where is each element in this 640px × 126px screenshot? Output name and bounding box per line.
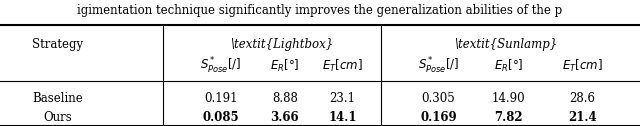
Text: 23.1: 23.1 (330, 92, 355, 105)
Text: $E_R[°]$: $E_R[°]$ (270, 58, 300, 74)
Text: 21.4: 21.4 (568, 111, 596, 124)
Text: Strategy: Strategy (32, 38, 83, 51)
Text: 0.191: 0.191 (204, 92, 237, 105)
Text: $E_T[cm]$: $E_T[cm]$ (562, 58, 603, 74)
Text: \textit{Sunlamp}: \textit{Sunlamp} (454, 38, 557, 51)
Text: 0.305: 0.305 (422, 92, 455, 105)
Text: $S^*_{Pose}[/]$: $S^*_{Pose}[/]$ (418, 56, 459, 76)
Text: 0.169: 0.169 (420, 111, 457, 124)
Text: 3.66: 3.66 (271, 111, 299, 124)
Text: 14.1: 14.1 (328, 111, 356, 124)
Text: igimentation technique significantly improves the generalization abilities of th: igimentation technique significantly imp… (77, 4, 563, 17)
Text: 14.90: 14.90 (492, 92, 525, 105)
Text: $E_R[°]$: $E_R[°]$ (494, 58, 524, 74)
Text: $S^*_{Pose}[/]$: $S^*_{Pose}[/]$ (200, 56, 241, 76)
Text: 8.88: 8.88 (272, 92, 298, 105)
Text: \textit{Lightbox}: \textit{Lightbox} (230, 38, 333, 51)
Text: 7.82: 7.82 (495, 111, 523, 124)
Text: Baseline: Baseline (32, 92, 83, 105)
Text: Ours: Ours (44, 111, 72, 124)
Text: $E_T[cm]$: $E_T[cm]$ (322, 58, 363, 74)
Text: 0.085: 0.085 (202, 111, 239, 124)
Text: 28.6: 28.6 (570, 92, 595, 105)
